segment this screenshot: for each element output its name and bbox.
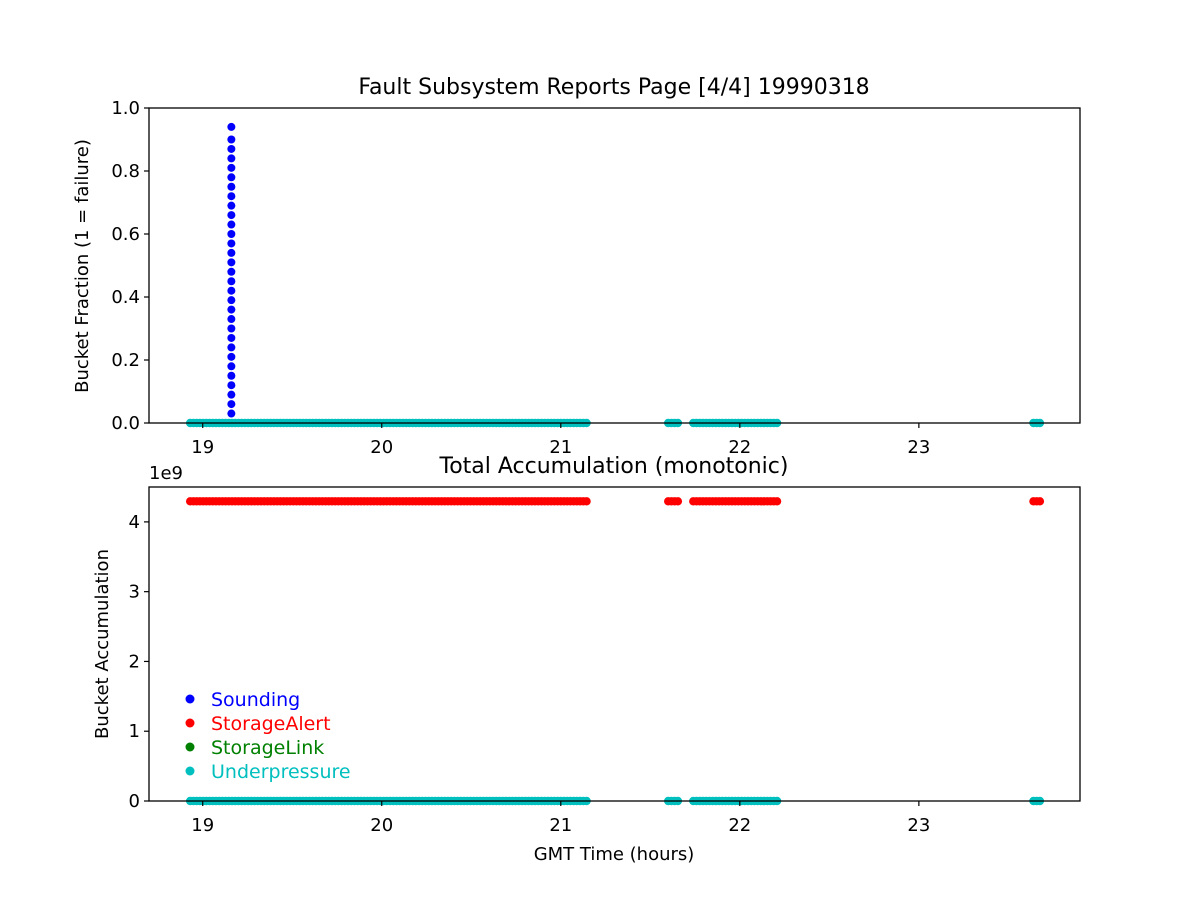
- top-sounding-point: [227, 381, 236, 390]
- bottom-x-axis-label: GMT Time (hours): [534, 844, 695, 865]
- top-sounding-point: [227, 239, 236, 248]
- top-sounding-point: [227, 362, 236, 371]
- bottom-offset-text: 1e9: [149, 463, 183, 484]
- top-sounding-point: [227, 220, 236, 229]
- top-sounding-point: [227, 258, 236, 267]
- legend-label-storagealert: StorageAlert: [211, 713, 331, 735]
- top-sounding-point: [227, 352, 236, 361]
- legend-marker-storagealert: [185, 718, 195, 728]
- top-axes-frame: [148, 107, 1081, 424]
- top-sounding-point: [227, 371, 236, 380]
- bottom-x-tick-label: 23: [907, 815, 930, 836]
- legend-label-underpressure: Underpressure: [211, 761, 351, 783]
- top-sounding-point: [227, 135, 236, 144]
- top-sounding-point: [227, 315, 236, 324]
- bottom-y-tick-label: 1: [129, 721, 140, 742]
- top-chart-title: Fault Subsystem Reports Page [4/4] 19990…: [358, 75, 869, 100]
- top-sounding-point: [227, 409, 236, 418]
- top-y-axis-label: Bucket Fraction (1 = failure): [72, 139, 93, 393]
- top-x-ticks: 19 20 21 22 23: [191, 423, 930, 458]
- bottom-storagealert-point: [582, 497, 591, 506]
- bottom-series-storagealert: [185, 497, 1045, 506]
- top-y-tick-label: 1.0: [111, 98, 140, 119]
- bottom-axes-frame: [148, 486, 1081, 802]
- bottom-panel: Total Accumulation (monotonic) 1e9 Bucke…: [92, 454, 1081, 865]
- legend-marker-underpressure: [185, 766, 195, 776]
- legend: Sounding StorageAlert StorageLink Underp…: [185, 689, 351, 783]
- bottom-storagealert-point: [1035, 497, 1045, 506]
- top-sounding-point: [227, 343, 236, 352]
- top-sounding-point: [227, 390, 236, 399]
- bottom-y-ticks: 0 1 2 3 4: [129, 512, 149, 812]
- top-sounding-point: [227, 400, 236, 409]
- top-sounding-point: [227, 296, 236, 305]
- legend-label-storagelink: StorageLink: [211, 737, 324, 759]
- top-y-tick-label: 0.8: [111, 161, 140, 182]
- top-x-tick-label: 20: [370, 437, 393, 458]
- bottom-x-tick-label: 21: [549, 815, 572, 836]
- bottom-y-tick-label: 2: [129, 651, 140, 672]
- legend-entry-sounding: Sounding: [185, 689, 300, 711]
- top-y-tick-label: 0.0: [111, 413, 140, 434]
- top-y-tick-label: 0.6: [111, 224, 140, 245]
- top-sounding-point: [227, 122, 236, 131]
- top-sounding-point: [227, 182, 236, 191]
- top-sounding-point: [227, 154, 236, 163]
- top-sounding-point: [227, 248, 236, 257]
- top-x-tick-label: 22: [728, 437, 751, 458]
- top-x-tick-label: 19: [191, 437, 214, 458]
- legend-label-sounding: Sounding: [211, 689, 300, 711]
- top-sounding-point: [227, 201, 236, 210]
- legend-entry-storagealert: StorageAlert: [185, 713, 331, 735]
- top-sounding-point: [227, 211, 236, 220]
- top-sounding-point: [227, 163, 236, 172]
- top-y-ticks: 0.0 0.2 0.4 0.6 0.8 1.0: [111, 98, 149, 434]
- bottom-y-axis-label: Bucket Accumulation: [92, 549, 113, 739]
- bottom-y-tick-label: 4: [129, 512, 140, 533]
- bottom-storagealert-point: [673, 497, 683, 506]
- top-sounding-point: [227, 333, 236, 342]
- top-sounding-point: [227, 192, 236, 201]
- bottom-x-tick-label: 22: [728, 815, 751, 836]
- top-sounding-point: [227, 144, 236, 153]
- bottom-y-tick-label: 3: [129, 582, 140, 603]
- bottom-storagealert-point: [772, 497, 782, 506]
- top-x-tick-label: 23: [907, 437, 930, 458]
- top-y-tick-label: 0.2: [111, 350, 140, 371]
- bottom-x-ticks: 19 20 21 22 23: [191, 801, 930, 836]
- bottom-x-tick-label: 19: [191, 815, 214, 836]
- top-y-tick-label: 0.4: [111, 287, 140, 308]
- top-sounding-point: [227, 230, 236, 238]
- top-plot-area: [185, 122, 1045, 428]
- bottom-chart-title: Total Accumulation (monotonic): [439, 454, 789, 479]
- top-sounding-point: [227, 173, 236, 182]
- top-panel: Fault Subsystem Reports Page [4/4] 19990…: [72, 75, 1081, 458]
- legend-entry-underpressure: Underpressure: [185, 761, 351, 783]
- top-sounding-point: [227, 267, 236, 276]
- legend-marker-sounding: [185, 694, 195, 704]
- top-x-tick-label: 21: [549, 437, 572, 458]
- top-series-sounding: [227, 122, 236, 427]
- top-sounding-point: [227, 305, 236, 314]
- legend-entry-storagelink: StorageLink: [185, 737, 324, 759]
- bottom-y-tick-label: 0: [129, 791, 140, 812]
- top-sounding-point: [227, 286, 236, 295]
- top-sounding-point: [227, 324, 236, 333]
- legend-marker-storagelink: [185, 742, 195, 752]
- bottom-x-tick-label: 20: [370, 815, 393, 836]
- top-sounding-point: [227, 277, 236, 286]
